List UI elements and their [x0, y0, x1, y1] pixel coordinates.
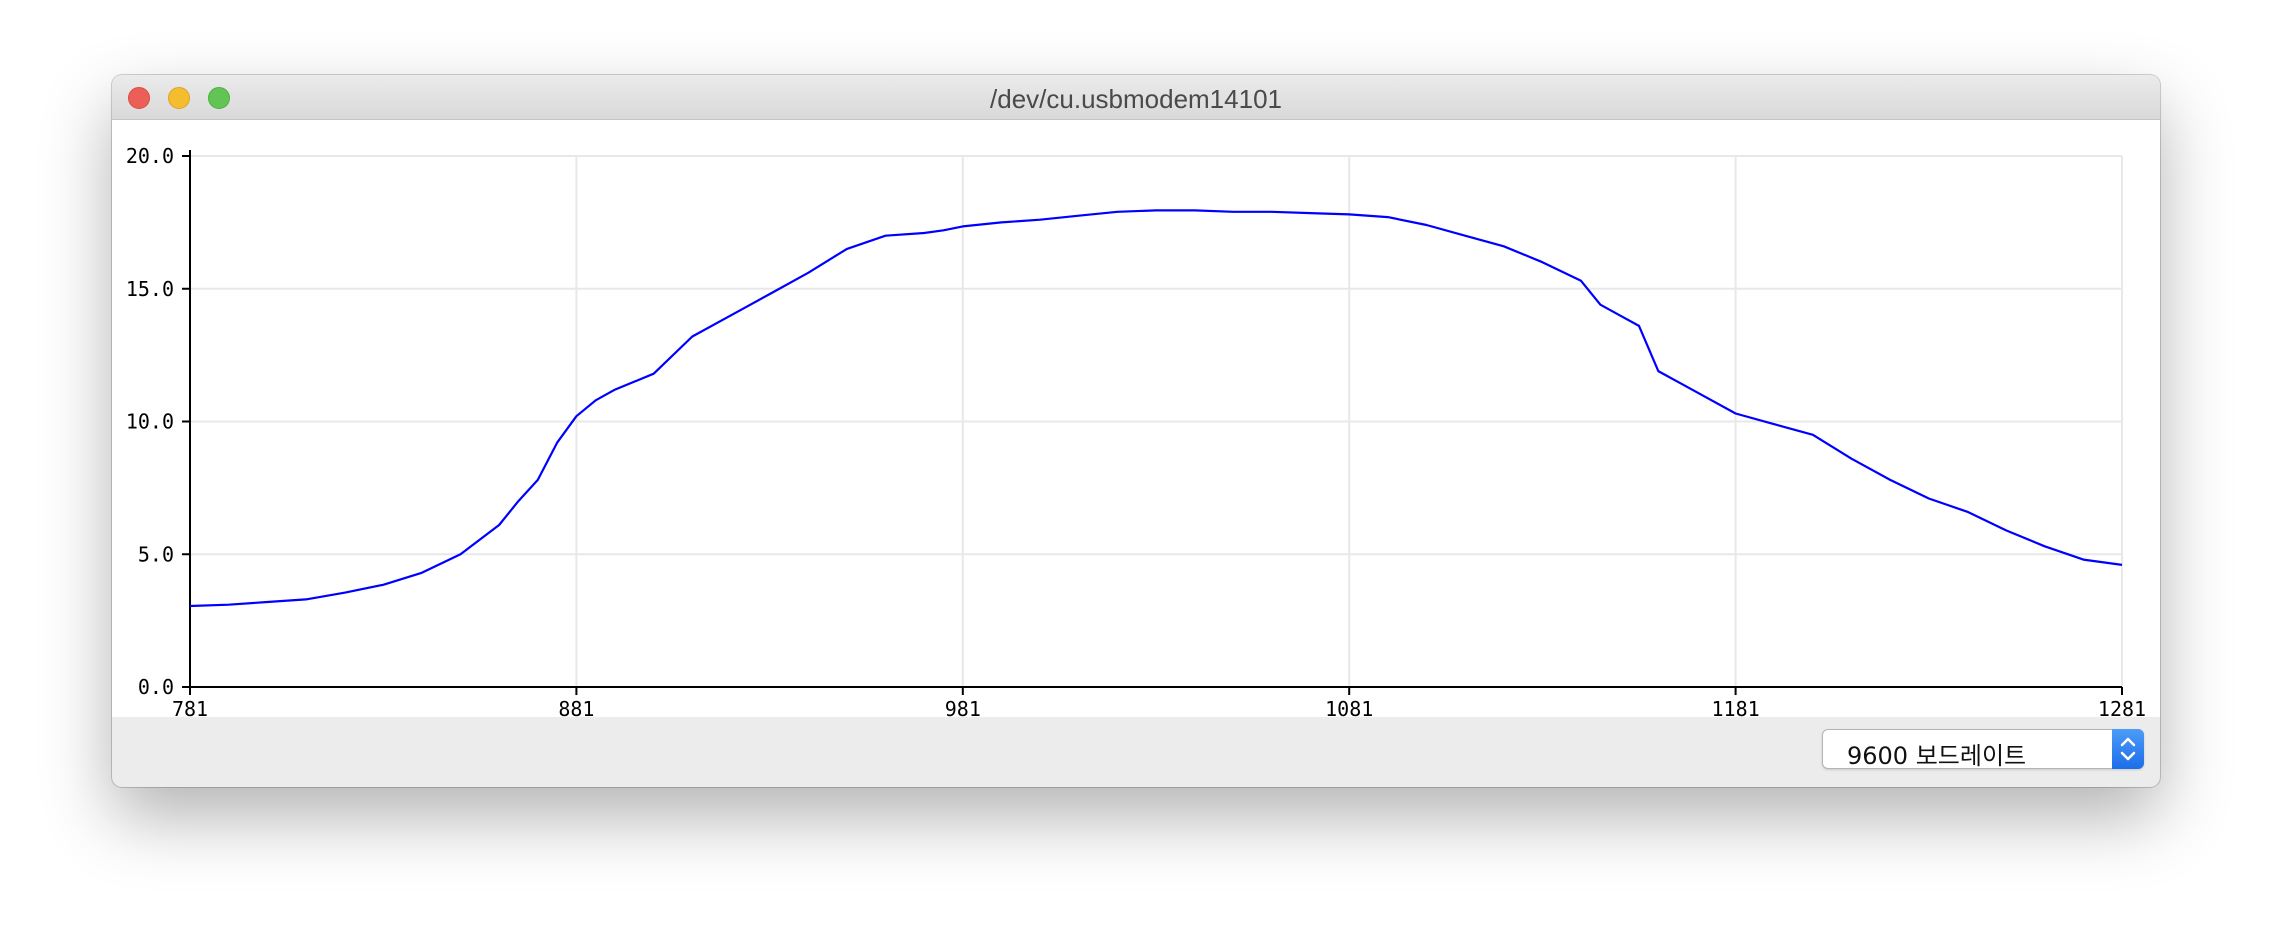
x-tick-label: 1281	[2098, 697, 2146, 717]
baud-rate-value: 9600 보드레이트	[1847, 742, 2027, 770]
chevron-updown-icon[interactable]	[2112, 729, 2144, 769]
x-tick-label: 781	[172, 697, 208, 717]
y-tick-label: 5.0	[138, 542, 174, 566]
y-tick-label: 10.0	[126, 410, 174, 434]
y-tick-label: 20.0	[126, 144, 174, 168]
y-tick-label: 0.0	[138, 675, 174, 699]
line-chart: 781 881 981 1081 1181 1281 0.0 5.0 10.0 15.0 20.0	[126, 144, 2146, 717]
x-tick-label: 981	[945, 697, 981, 717]
minimize-icon[interactable]	[168, 87, 190, 109]
zoom-icon[interactable]	[208, 87, 230, 109]
plot-area: 781 881 981 1081 1181 1281 0.0 5.0 10.0 15.0 20.0	[112, 120, 2160, 717]
serial-plotter-window: /dev/cu.usbmodem14101 781 881 981 1081 1181 1…	[112, 75, 2160, 787]
x-tick-label: 1081	[1325, 697, 1373, 717]
y-tick-label: 15.0	[126, 277, 174, 301]
x-tick-label: 1181	[1712, 697, 1760, 717]
window-title: /dev/cu.usbmodem14101	[990, 84, 1282, 114]
series-line	[189, 209, 2123, 608]
title-bar[interactable]: /dev/cu.usbmodem14101	[112, 75, 2160, 120]
x-tick-label: 881	[558, 697, 594, 717]
baud-rate-select[interactable]: 9600 보드레이트	[1822, 729, 2144, 770]
close-icon[interactable]	[128, 87, 150, 109]
